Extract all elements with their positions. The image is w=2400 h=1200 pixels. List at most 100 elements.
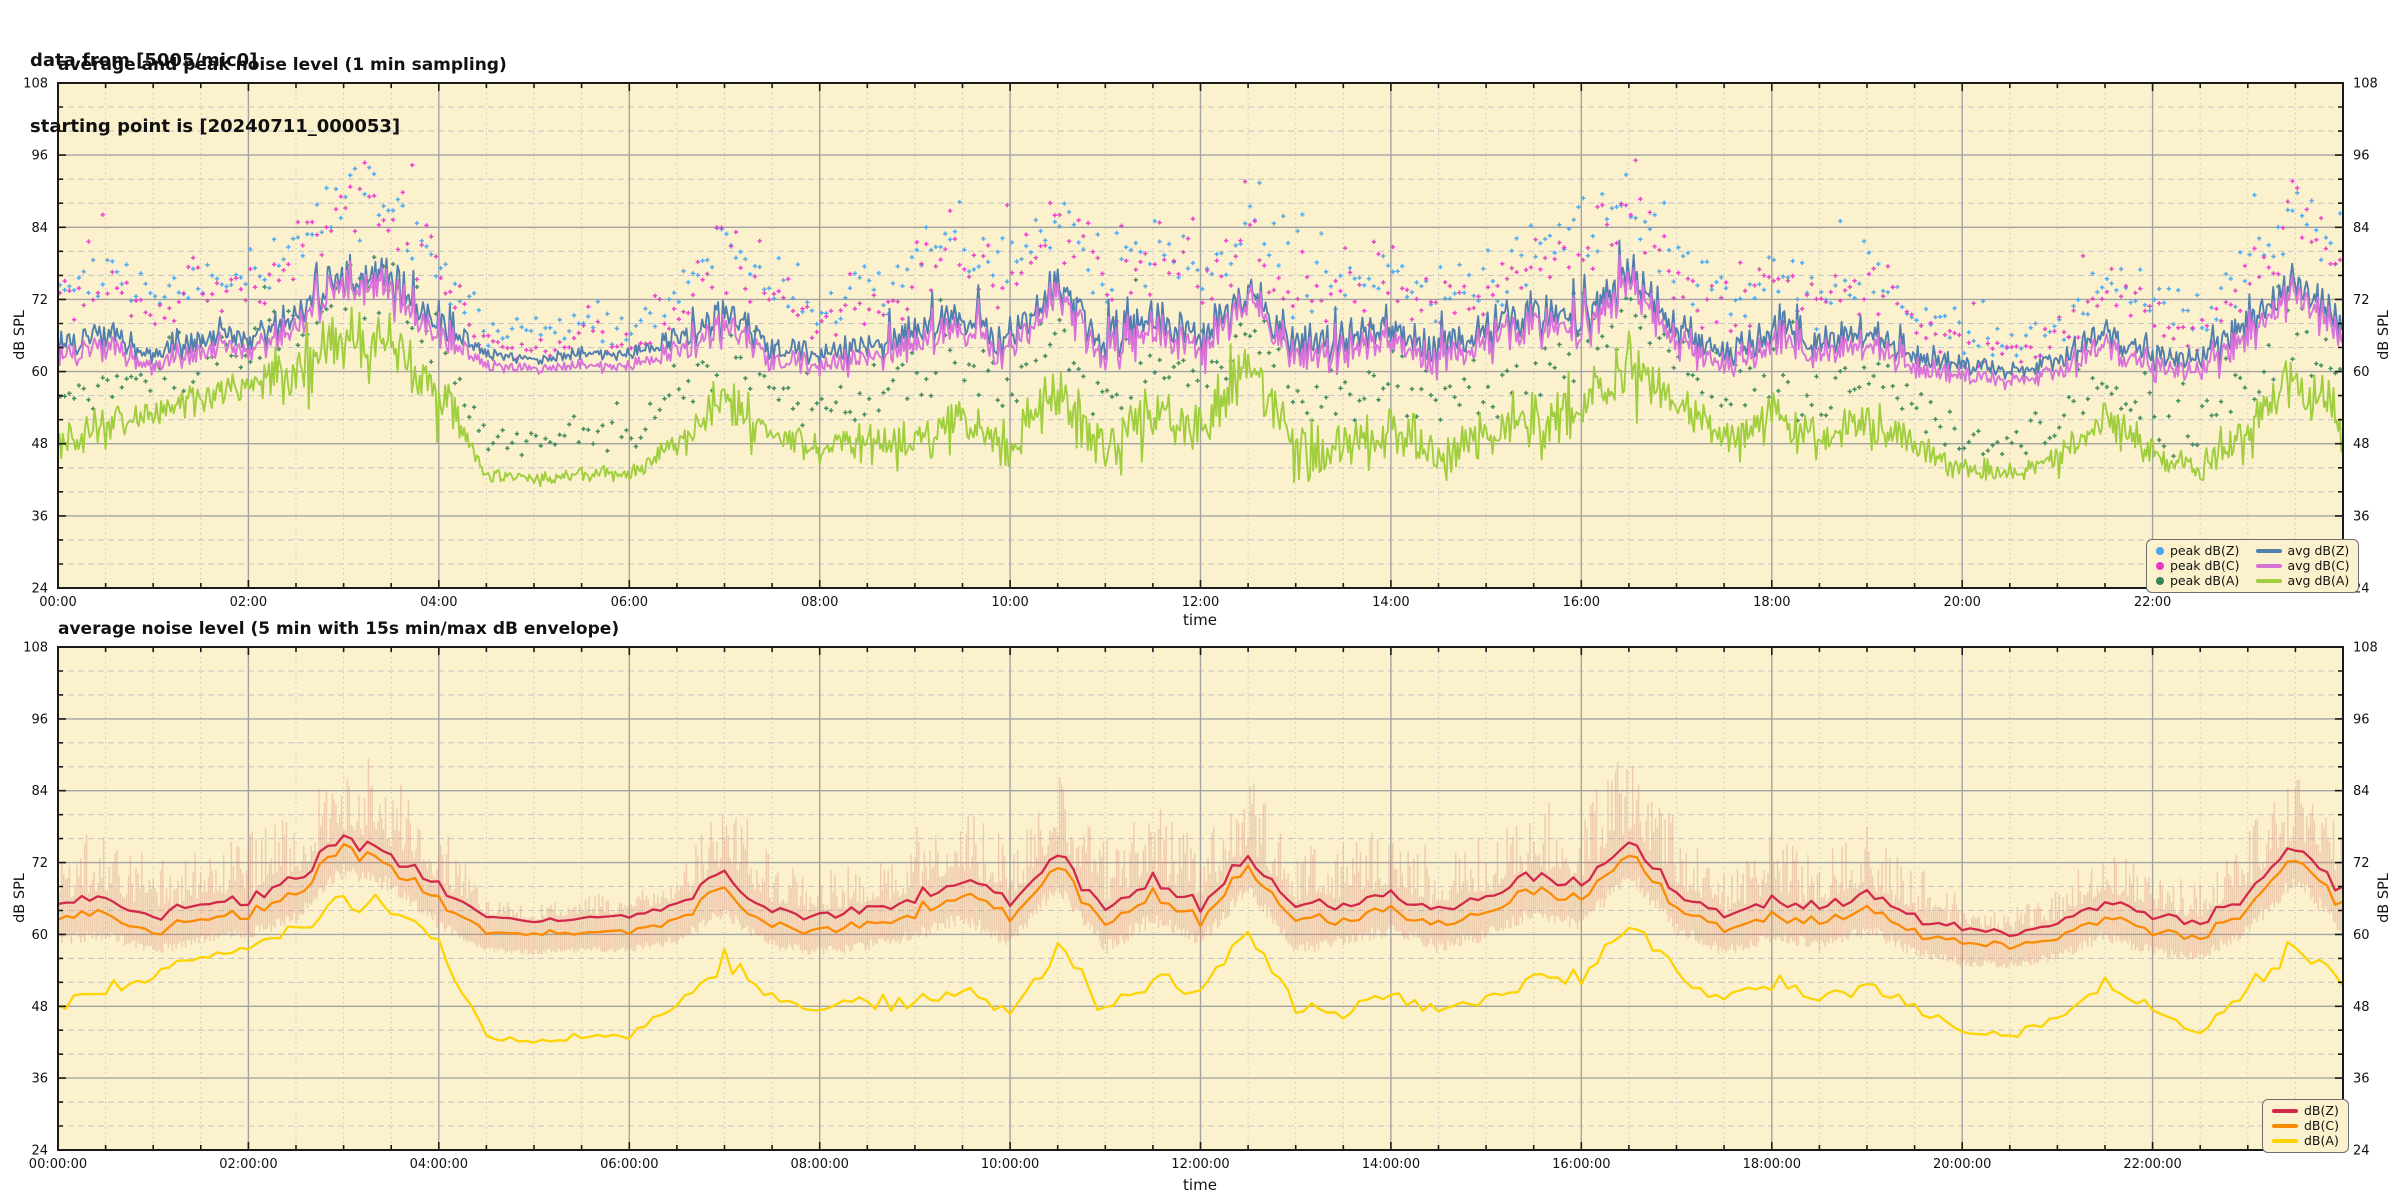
peak-dbc-marker-icon [2156,562,2164,570]
bottom-chart-ylabel-right: dB SPL [2376,873,2392,923]
legend-item-label: dB(C) [2304,1118,2339,1133]
bottom-chart: 00:00:00 02:00:00 04:00:00 06:00:00 08:00:00… [23,641,2378,1173]
legend-item-label: dB(Z) [2304,1103,2339,1118]
top-chart-xlabel: time [1183,611,1217,629]
x-tick-label: 22:00:00 [2123,1157,2181,1172]
y-tick-label-right: 36 [2353,1072,2370,1087]
header: data from [5005/mic0] starting point is … [30,6,400,182]
y-tick-label-left: 36 [31,509,48,524]
legend-scatter-column: peak dB(Z) peak dB(C) peak dB(A) [2156,544,2240,588]
y-tick-label-right: 108 [2353,77,2378,92]
y-tick-label-left: 84 [31,221,48,236]
x-tick-label: 10:00:00 [981,1157,1039,1172]
legend-item-label: peak dB(Z) [2170,543,2240,558]
legend-lines-column: avg dB(Z) avg dB(C) avg dB(A) [2255,543,2350,588]
legend-item: avg dB(C) [2255,558,2350,573]
y-tick-label-right: 48 [2353,1000,2370,1015]
x-tick-label: 08:00 [801,595,838,610]
x-tick-label: 08:00:00 [791,1157,849,1172]
y-tick-label-left: 36 [31,1072,48,1087]
y-tick-label-left: 24 [31,1144,48,1159]
header-line1: data from [5005/mic0] [30,50,258,71]
y-tick-label-right: 72 [2353,856,2370,871]
x-tick-label: 06:00:00 [600,1157,658,1172]
y-tick-label-left: 60 [31,365,48,380]
peak-dbz-marker-icon [2156,547,2164,555]
y-tick-label-left: 48 [31,437,48,452]
y-tick-label-right: 24 [2353,1144,2370,1159]
x-tick-label: 02:00:00 [219,1157,277,1172]
legend-item: peak dB(C) [2156,559,2240,573]
x-tick-label: 14:00 [1372,595,1409,610]
dbc-line-icon [2272,1123,2298,1129]
x-tick-label: 04:00 [420,595,457,610]
avg-dbc-line-icon [2255,563,2282,569]
x-tick-label: 22:00 [2134,595,2171,610]
legend-item: avg dB(A) [2255,573,2350,588]
x-tick-label: 18:00 [1753,595,1790,610]
y-tick-label-left: 24 [31,582,48,597]
header-line2: starting point is [20240711_000053] [30,116,401,137]
legend-item-label: avg dB(A) [2287,573,2350,588]
y-tick-label-left: 72 [31,856,48,871]
x-tick-label: 00:00 [39,595,76,610]
y-tick-label-right: 60 [2353,365,2370,380]
legend-item: dB(A) [2272,1134,2339,1148]
bottom-chart-title: average noise level (5 min with 15s min/… [58,619,620,639]
peak-dba-marker-icon [2156,577,2164,585]
x-tick-label: 20:00:00 [1933,1157,1991,1172]
legend-item-label: peak dB(C) [2170,558,2240,573]
x-tick-label: 06:00 [611,595,648,610]
x-tick-label: 16:00 [1563,595,1600,610]
x-tick-label: 20:00 [1943,595,1980,610]
x-tick-label: 12:00:00 [1171,1157,1229,1172]
y-tick-label-right: 48 [2353,437,2370,452]
y-tick-label-left: 60 [31,928,48,943]
top-chart-legend: peak dB(Z) peak dB(C) peak dB(A) avg dB(… [2146,539,2360,593]
legend-item: dB(Z) [2272,1104,2339,1118]
top-chart-ylabel-right: dB SPL [2376,310,2392,360]
legend-item: peak dB(Z) [2156,544,2240,558]
legend-item-label: avg dB(Z) [2287,543,2350,558]
bottom-chart-ylabel-left: dB SPL [12,873,28,923]
avg-dba-line-icon [2255,578,2282,584]
legend-lines-column: dB(Z) dB(C) dB(A) [2272,1104,2339,1148]
dbz-line-icon [2272,1108,2298,1114]
legend-item: peak dB(A) [2156,574,2240,588]
legend-item: dB(C) [2272,1119,2339,1133]
x-tick-label: 02:00 [230,595,267,610]
y-tick-label-right: 72 [2353,293,2370,308]
avg-dbz-line-icon [2255,548,2282,554]
x-tick-label: 18:00:00 [1743,1157,1801,1172]
y-tick-label-left: 108 [23,641,48,656]
y-tick-label-right: 84 [2353,784,2370,799]
y-tick-label-left: 96 [31,149,48,164]
legend-item-label: peak dB(A) [2170,573,2240,588]
top-chart: 00:00 02:00 04:00 06:00 08:00 10:00 12:00 14:00… [23,77,2378,611]
top-chart-title: average and peak noise level (1 min samp… [58,55,507,75]
x-tick-label: 10:00 [991,595,1028,610]
y-tick-label-left: 96 [31,712,48,727]
bottom-chart-legend: dB(Z) dB(C) dB(A) [2262,1099,2349,1153]
y-tick-label-right: 108 [2353,641,2378,656]
tick-labels: 00:00 02:00 04:00 06:00 08:00 10:00 12:00 14:00… [23,77,2378,611]
y-tick-label-left: 84 [31,784,48,799]
tick-labels: 00:00:00 02:00:00 04:00:00 06:00:00 08:00:00… [23,641,2378,1173]
x-tick-label: 16:00:00 [1552,1157,1610,1172]
x-tick-label: 00:00:00 [29,1157,87,1172]
y-tick-label-right: 96 [2353,149,2370,164]
y-tick-label-right: 84 [2353,221,2370,236]
y-tick-label-left: 108 [23,77,48,92]
top-chart-ylabel-left: dB SPL [12,310,28,360]
x-tick-label: 12:00 [1182,595,1219,610]
y-tick-label-right: 36 [2353,509,2370,524]
y-tick-label-right: 96 [2353,712,2370,727]
legend-item: avg dB(Z) [2255,543,2350,558]
legend-item-label: avg dB(C) [2287,558,2350,573]
y-tick-label-right: 60 [2353,928,2370,943]
x-tick-label: 14:00:00 [1362,1157,1420,1172]
dba-line-icon [2272,1138,2298,1144]
y-tick-label-left: 48 [31,1000,48,1015]
